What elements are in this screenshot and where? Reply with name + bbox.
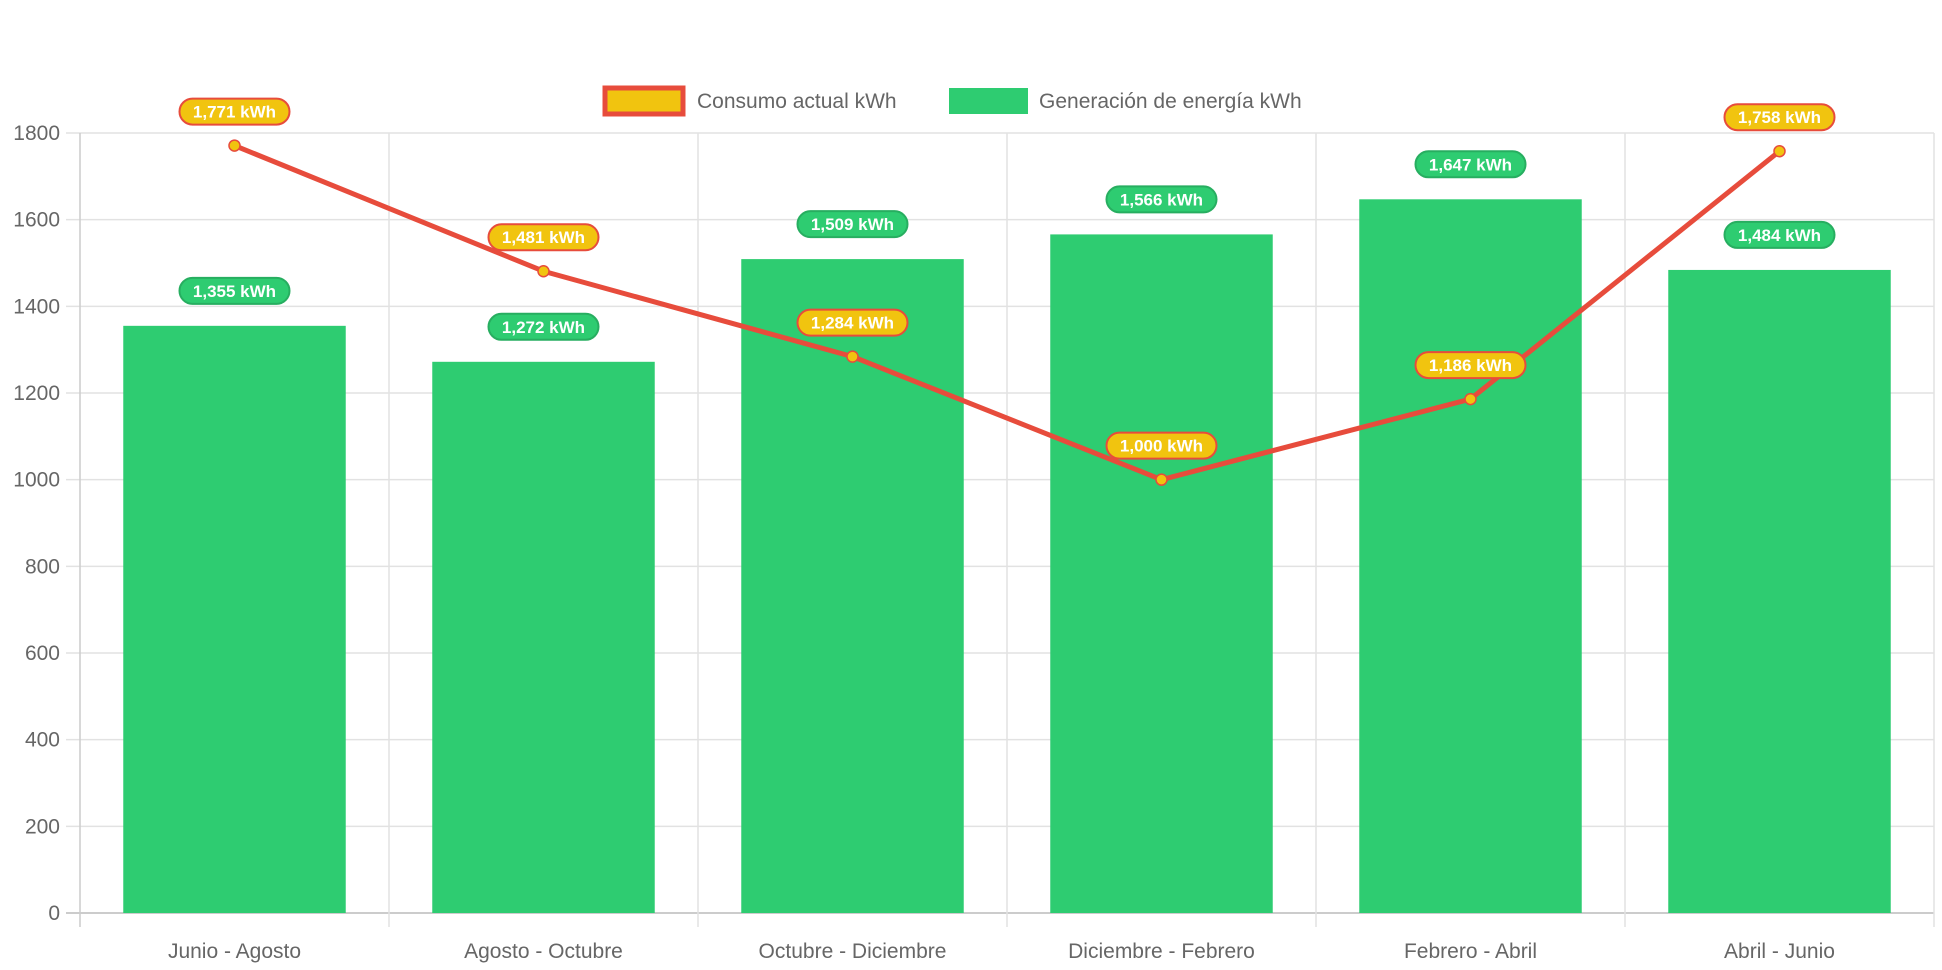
line-value-label-bg: [1105, 431, 1218, 460]
legend-item-generacion[interactable]: Generación de energía kWh: [949, 88, 1302, 114]
bar-value-label: 1,509 kWh: [796, 210, 909, 239]
y-tick-label: 400: [25, 729, 60, 752]
bar[interactable]: [1359, 199, 1582, 914]
line-value-label-bg: [487, 223, 600, 252]
y-tick-label: 1800: [13, 122, 60, 145]
line-value-label: 1,771 kWh: [178, 97, 291, 126]
bar-value-label-text: 1,484 kWh: [1738, 226, 1821, 245]
y-tick-label: 1000: [13, 469, 60, 492]
line-point[interactable]: [1464, 392, 1477, 406]
x-tick-label: Diciembre - Febrero: [1068, 940, 1255, 963]
line-value-label-text: 1,186 kWh: [1429, 356, 1512, 375]
bar-value-label: 1,566 kWh: [1105, 185, 1218, 214]
bar-value-label-text: 1,647 kWh: [1429, 155, 1512, 174]
line-point[interactable]: [1773, 144, 1786, 158]
x-tick-label: Octubre - Diciembre: [759, 940, 947, 963]
line-value-label-bg: [1414, 351, 1527, 380]
line-value-label: 1,186 kWh: [1414, 351, 1527, 380]
legend-swatch-consumo: [602, 85, 686, 117]
bar[interactable]: [432, 361, 655, 913]
bar-value-label: 1,484 kWh: [1723, 220, 1836, 249]
line-value-label: 1,284 kWh: [796, 308, 909, 337]
bar-value-label-text: 1,355 kWh: [193, 282, 276, 301]
y-tick-label: 1400: [13, 295, 60, 318]
line-value-label-text: 1,481 kWh: [502, 228, 585, 247]
data-labels: 1,355 kWh 1,272 kWh 1,509 kWh 1,566 kWh 1,64…: [178, 97, 1836, 460]
line-value-label-text: 1,758 kWh: [1738, 108, 1821, 127]
line-value-label-text: 1,771 kWh: [193, 103, 276, 122]
bar[interactable]: [741, 259, 964, 914]
legend-label-generacion: Generación de energía kWh: [1039, 90, 1302, 113]
line-value-label-bg: [178, 97, 291, 126]
line-point[interactable]: [846, 350, 859, 363]
bar-value-label: 1,355 kWh: [178, 276, 291, 305]
y-tick-label: 1200: [13, 382, 60, 405]
bar[interactable]: [1050, 234, 1273, 913]
x-tick-label: Agosto - Octubre: [464, 940, 623, 963]
bar-value-label-bg: [1105, 185, 1218, 214]
line-value-label: 1,000 kWh: [1105, 431, 1218, 460]
legend-label-consumo: Consumo actual kWh: [697, 90, 897, 113]
line-point[interactable]: [537, 264, 550, 278]
bar-value-label-bg: [1414, 150, 1527, 179]
legend-swatch-generacion: [949, 88, 1028, 114]
x-tick-label: Abril - Junio: [1724, 940, 1835, 963]
bar-value-label-text: 1,566 kWh: [1120, 190, 1203, 209]
bars: [123, 199, 1891, 914]
y-tick-label: 600: [25, 642, 60, 665]
line-value-label: 1,758 kWh: [1723, 103, 1836, 132]
bar-value-label-bg: [487, 312, 600, 341]
line-value-label-bg: [796, 308, 909, 337]
line-value-label-text: 1,284 kWh: [811, 314, 894, 333]
x-tick-label: Junio - Agosto: [168, 940, 301, 963]
bar-value-label: 1,647 kWh: [1414, 150, 1527, 179]
line-point[interactable]: [1155, 473, 1168, 486]
line-value-label-bg: [1723, 103, 1836, 132]
bar-value-label: 1,272 kWh: [487, 312, 600, 341]
line-point[interactable]: [228, 139, 241, 152]
bar-value-label-text: 1,509 kWh: [811, 215, 894, 234]
legend[interactable]: Consumo actual kWh Generación de energía…: [602, 85, 1302, 117]
bar-value-label-bg: [796, 210, 909, 239]
legend-item-consumo[interactable]: Consumo actual kWh: [602, 85, 897, 117]
y-tick-label: 200: [25, 815, 60, 838]
grid: 0 200 400 600 800 1000 1200 1400 1600 1800 Junio -…: [13, 122, 1935, 963]
y-tick-label: 1600: [13, 209, 60, 232]
bar-value-label-bg: [178, 276, 291, 305]
line-value-label: 1,481 kWh: [487, 223, 600, 252]
bar-value-label-text: 1,272 kWh: [502, 318, 585, 337]
bar-value-label-bg: [1723, 220, 1836, 249]
y-tick-label: 0: [48, 902, 60, 925]
bar[interactable]: [1668, 269, 1891, 913]
line-value-label-text: 1,000 kWh: [1120, 437, 1203, 456]
x-tick-label: Febrero - Abril: [1404, 940, 1537, 963]
bar[interactable]: [123, 325, 346, 913]
y-tick-label: 800: [25, 555, 60, 578]
